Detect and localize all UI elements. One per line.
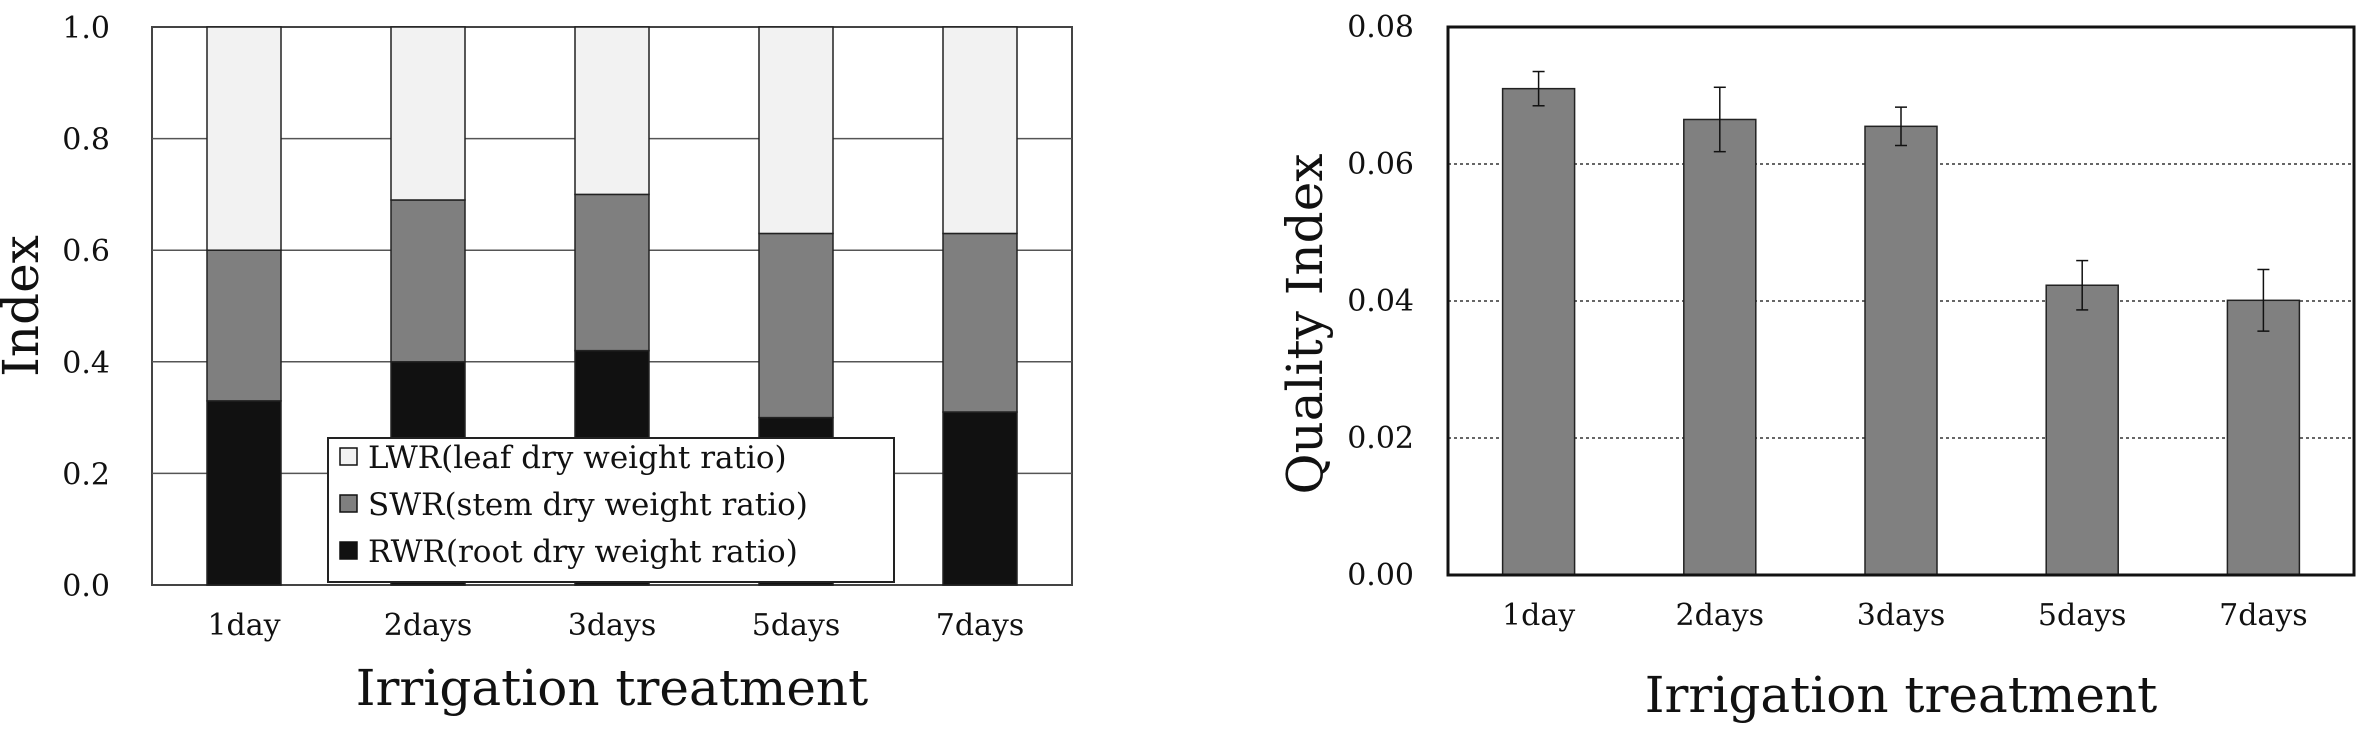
bar-segment bbox=[758, 26, 834, 235]
plot-frame bbox=[1446, 25, 2356, 577]
bar-segment bbox=[942, 232, 1018, 413]
x-tick-labels: 1day 2days 3days 5days 7days bbox=[207, 608, 1024, 643]
y-tick-label: 0.8 bbox=[62, 123, 110, 158]
bar bbox=[1864, 125, 1938, 576]
legend-label-rwr: RWR(root dry weight ratio) bbox=[368, 534, 798, 570]
x-tick-label: 5days bbox=[2038, 598, 2127, 633]
x-tick-label: 1day bbox=[207, 608, 280, 643]
y-axis-title: Quality Index bbox=[1276, 154, 1334, 495]
x-axis-title: Irrigation treatment bbox=[1645, 666, 2157, 724]
bar-segment bbox=[942, 411, 1018, 586]
bar bbox=[2045, 284, 2119, 576]
bar-segment bbox=[206, 249, 282, 402]
bar-group bbox=[1501, 70, 2301, 576]
x-tick-label: 3days bbox=[568, 608, 657, 643]
y-tick-label: 0.4 bbox=[62, 346, 110, 381]
bar-segment bbox=[758, 232, 834, 419]
legend-label-lwr: LWR(leaf dry weight ratio) bbox=[368, 440, 787, 476]
stacked-ratio-chart: 0.0 0.2 0.4 0.6 0.8 1.0 1day 2days 3days 5days 7d… bbox=[0, 11, 1073, 717]
legend-swatch-swr bbox=[339, 494, 358, 513]
y-tick-label: 0.00 bbox=[1347, 558, 1414, 593]
x-tick-label: 2days bbox=[384, 608, 473, 643]
legend-swatch-lwr bbox=[339, 447, 358, 466]
bar-segment bbox=[574, 26, 650, 196]
y-tick-label: 0.6 bbox=[62, 234, 110, 269]
legend: LWR(leaf dry weight ratio) SWR(stem dry … bbox=[327, 437, 895, 583]
y-tick-label: 0.2 bbox=[62, 457, 110, 492]
y-tick-labels: 0.00 0.02 0.04 0.06 0.08 bbox=[1347, 10, 1414, 593]
y-tick-label: 1.0 bbox=[62, 11, 110, 46]
y-tick-label: 0.06 bbox=[1347, 147, 1414, 182]
bar bbox=[2226, 299, 2301, 576]
y-tick-label: 0.0 bbox=[62, 569, 110, 604]
quality-index-chart: 0.00 0.02 0.04 0.06 0.08 1day 2days 3days 5days… bbox=[1276, 10, 2356, 724]
bar bbox=[1683, 118, 1757, 576]
bar-segment bbox=[206, 400, 282, 586]
legend-label-swr: SWR(stem dry weight ratio) bbox=[368, 487, 808, 523]
y-tick-label: 0.04 bbox=[1347, 284, 1414, 319]
y-tick-label: 0.08 bbox=[1347, 10, 1414, 45]
x-axis-title: Irrigation treatment bbox=[356, 659, 868, 717]
bar-segment bbox=[390, 199, 466, 363]
y-tick-labels: 0.0 0.2 0.4 0.6 0.8 1.0 bbox=[62, 11, 110, 604]
x-tick-label: 7days bbox=[2219, 598, 2308, 633]
x-tick-label: 5days bbox=[752, 608, 841, 643]
bar-segment bbox=[574, 193, 650, 352]
y-tick-label: 0.02 bbox=[1347, 421, 1414, 456]
legend-box bbox=[327, 437, 895, 583]
x-tick-label: 3days bbox=[1857, 598, 1946, 633]
bar-segment bbox=[206, 26, 282, 251]
x-tick-label: 2days bbox=[1676, 598, 1765, 633]
y-axis-title: Index bbox=[0, 235, 50, 377]
bar-segment bbox=[942, 26, 1018, 235]
legend-swatch-rwr bbox=[339, 541, 358, 560]
x-tick-labels: 1day 2days 3days 5days 7days bbox=[1502, 598, 2308, 633]
bar-segment bbox=[390, 26, 466, 201]
bar bbox=[1501, 87, 1576, 576]
x-tick-label: 1day bbox=[1502, 598, 1575, 633]
x-tick-label: 7days bbox=[936, 608, 1025, 643]
